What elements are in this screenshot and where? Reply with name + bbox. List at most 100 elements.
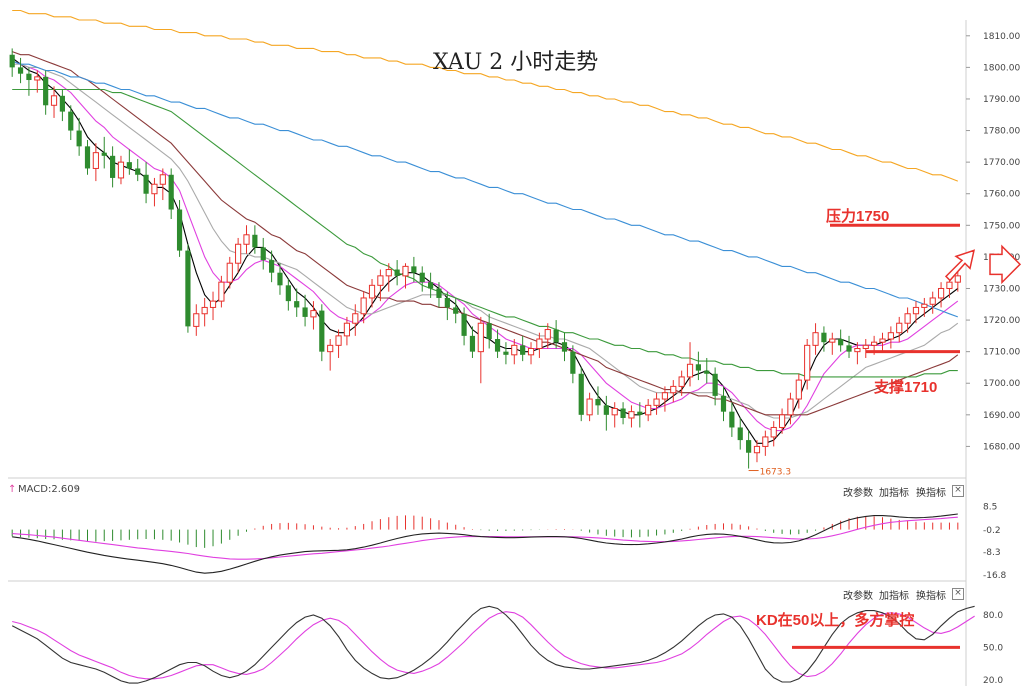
moving-average-line-1 — [11, 57, 959, 444]
candle-body-up — [812, 332, 819, 346]
candle-body-up — [226, 262, 233, 283]
up-arrow-icon — [944, 249, 976, 282]
candle-body-up — [377, 275, 384, 286]
macd-close-icon[interactable]: × — [952, 485, 964, 497]
low-price-label: 1673.3 — [760, 468, 792, 478]
candle-body-up — [795, 379, 802, 400]
candle-body-up — [946, 281, 953, 289]
candle-body-down — [453, 307, 459, 314]
candle-body-down — [294, 301, 300, 308]
candle-body-up — [862, 344, 869, 349]
candle-body-down — [428, 282, 434, 289]
candle-body-up — [209, 300, 217, 308]
candle-body-down — [76, 130, 82, 147]
candle-body-down — [570, 351, 576, 374]
price-tick-label: 1790.00 — [983, 95, 1020, 105]
candle-body-up — [511, 344, 518, 356]
candle-body-up — [645, 404, 652, 416]
macd-switch-indicator-button[interactable]: 换指标 — [916, 488, 946, 499]
candle-body-up — [343, 322, 351, 337]
candle-body-up — [686, 363, 694, 378]
price-tick-label: 1800.00 — [983, 63, 1020, 73]
price-tick-label: 1720.00 — [983, 316, 1020, 326]
macd-tick-label: -0.2 — [983, 526, 1001, 536]
macd-params-button[interactable]: 改参数 — [843, 488, 873, 499]
candle-body-down — [695, 364, 701, 371]
candle-body-down — [704, 370, 710, 374]
candle-body-down — [561, 342, 568, 352]
candle-body-up — [385, 269, 392, 277]
macd-arrow-icon: ↑ — [72, 484, 81, 495]
candle-body-down — [503, 351, 509, 355]
candle-body-down — [444, 297, 450, 308]
kd-switch-indicator-button[interactable]: 换指标 — [916, 591, 946, 602]
candle-body-down — [9, 54, 15, 68]
candle-body-down — [419, 272, 425, 283]
price-tick-label: 1710.00 — [983, 348, 1020, 358]
candle-body-up — [193, 313, 200, 327]
candle-body-up — [327, 344, 334, 353]
price-tick-label: 1780.00 — [983, 127, 1020, 137]
macd-up-arrow-icon: ↑ — [8, 484, 17, 495]
kd-params-button[interactable]: 改参数 — [843, 591, 873, 602]
candle-body-up — [921, 303, 928, 308]
candle-body-up — [879, 338, 886, 343]
candle-body-down — [135, 168, 141, 175]
candle-body-up — [92, 152, 99, 169]
candle-body-up — [896, 322, 903, 334]
candle-body-up — [653, 398, 660, 406]
candle-body-down — [553, 329, 559, 343]
kd-close-icon[interactable]: × — [952, 588, 964, 600]
macd-tick-label: -8.3 — [983, 548, 1001, 558]
candle-body-down — [260, 247, 266, 261]
price-tick-label: 1730.00 — [983, 284, 1020, 294]
candle-body-down — [394, 269, 400, 276]
candle-body-down — [126, 162, 132, 169]
candle-body-down — [319, 310, 325, 352]
candle-body-down — [277, 272, 283, 286]
candle-body-down — [285, 285, 291, 302]
kd-k-line — [11, 605, 975, 684]
candle-body-up — [218, 281, 225, 302]
candle-body-down — [846, 345, 852, 352]
candle-body-up — [887, 332, 894, 340]
candle-body-down — [637, 411, 643, 415]
candle-body-up — [762, 436, 769, 447]
candle-body-down — [712, 373, 718, 396]
kd-d-line — [12, 611, 975, 680]
moving-average-line-7 — [12, 9, 958, 182]
moving-average-line-2 — [12, 60, 959, 432]
kd-tick-label: 80.0 — [983, 611, 1003, 621]
candle-body-down — [411, 266, 417, 273]
candle-body-down — [729, 411, 735, 428]
candle-body-up — [235, 243, 242, 264]
candle-body-down — [436, 288, 442, 298]
candle-body-up — [159, 174, 166, 185]
candle-body-up — [34, 76, 41, 81]
candle-body-up — [310, 310, 317, 318]
moving-average-line-5 — [12, 88, 958, 378]
candle-body-down — [720, 395, 727, 412]
candle-body-up — [770, 426, 777, 438]
kd-add-indicator-button[interactable]: 加指标 — [879, 591, 909, 602]
candle-body-down — [143, 174, 149, 194]
price-tick-label: 1770.00 — [983, 158, 1020, 168]
candle-body-down — [110, 155, 116, 178]
macd-add-indicator-button[interactable]: 加指标 — [879, 488, 909, 499]
candle-body-up — [117, 161, 125, 179]
candle-body-down — [821, 332, 827, 343]
candle-body-up — [670, 385, 677, 394]
candle-body-down — [494, 339, 501, 352]
moving-average-line-4 — [12, 51, 959, 416]
candle-body-down — [101, 152, 107, 156]
price-tick-label: 1700.00 — [983, 379, 1020, 389]
candle-body-down — [746, 440, 752, 453]
candle-body-down — [302, 307, 308, 317]
candle-body-up — [544, 329, 551, 340]
candle-body-down — [26, 73, 32, 81]
candle-body-down — [84, 146, 91, 169]
candle-body-up — [954, 275, 961, 283]
candle-body-up — [854, 347, 861, 353]
